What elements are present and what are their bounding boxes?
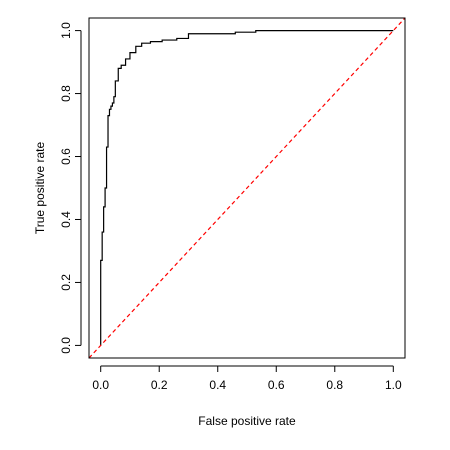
x-tick-label: 0.2 (151, 378, 168, 392)
y-axis-label: True positive rate (33, 142, 47, 235)
y-axis: 0.0 0.2 0.4 0.6 0.8 1.0 (59, 22, 82, 354)
x-tick-label: 0.4 (209, 378, 226, 392)
x-tick-label: 1.0 (385, 378, 402, 392)
x-axis-label: False positive rate (198, 414, 296, 428)
x-axis: 0.0 0.2 0.4 0.6 0.8 1.0 (92, 365, 402, 392)
x-tick-label: 0.6 (268, 378, 285, 392)
x-tick-label: 0.0 (92, 378, 109, 392)
y-tick-label: 1.0 (59, 22, 73, 39)
y-tick-label: 0.8 (59, 85, 73, 102)
y-tick-label: 0.2 (59, 274, 73, 291)
diagonal-reference-line (88, 17, 406, 359)
x-tick-label: 0.8 (326, 378, 343, 392)
roc-curve (100, 29, 394, 346)
y-tick-label: 0.6 (59, 148, 73, 165)
y-tick-label: 0.4 (59, 211, 73, 228)
series-layer (88, 17, 406, 359)
plot-frame (88, 17, 406, 359)
y-tick-label: 0.0 (59, 337, 73, 354)
